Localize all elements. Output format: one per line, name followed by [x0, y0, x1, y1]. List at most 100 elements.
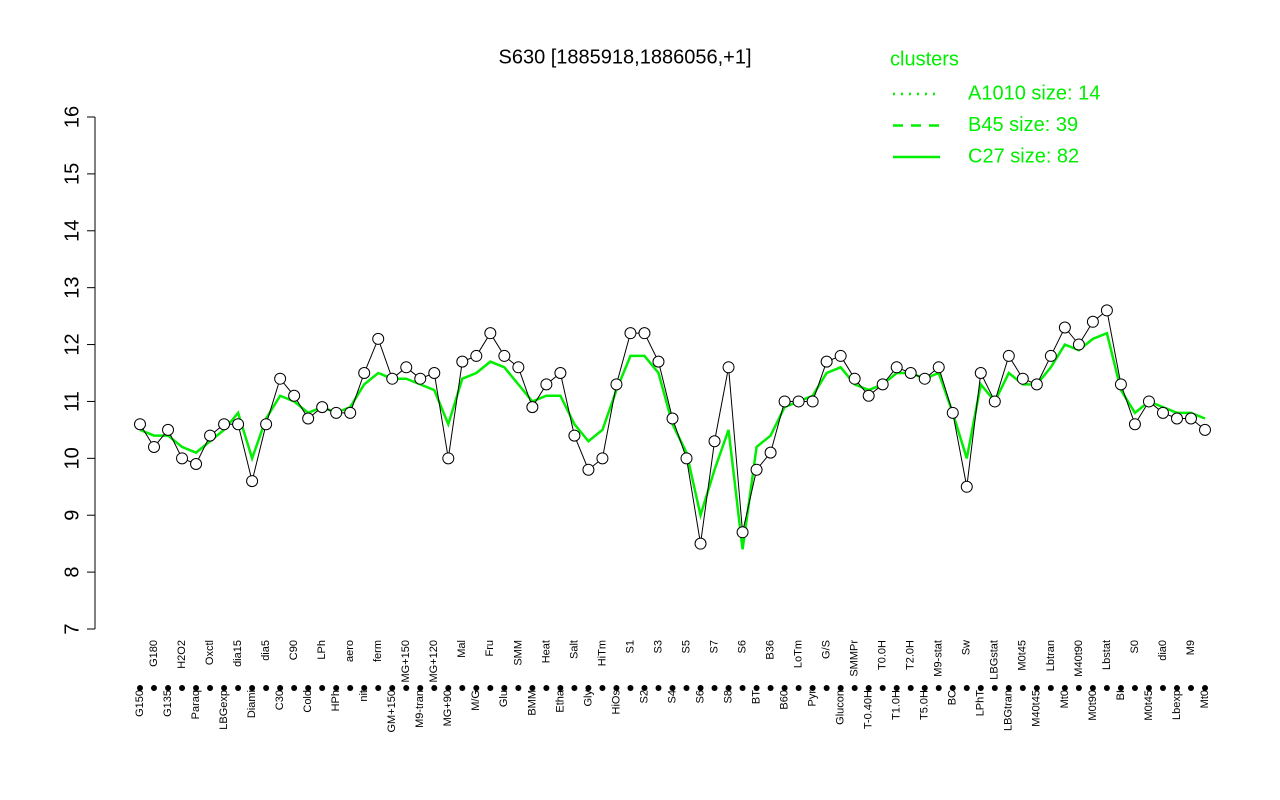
point	[932, 361, 945, 374]
x-tick-label: M0t45	[1143, 690, 1155, 721]
point	[232, 418, 245, 431]
point	[512, 361, 525, 374]
point	[946, 406, 959, 419]
x-marker	[781, 685, 788, 691]
point	[288, 389, 301, 402]
y-tick-label: 7	[61, 623, 83, 634]
point	[876, 378, 889, 391]
x-tick-label: LoTm	[793, 640, 805, 668]
point	[750, 463, 763, 476]
x-marker	[193, 685, 200, 691]
x-tick-label: Pyr	[807, 690, 819, 707]
point	[330, 406, 343, 419]
point	[764, 446, 777, 459]
x-marker	[963, 685, 970, 691]
x-tick-label: LBGexp	[218, 690, 230, 730]
x-marker	[305, 685, 312, 691]
x-tick-label: dia15	[232, 640, 244, 667]
x-marker	[767, 685, 774, 691]
point	[498, 349, 511, 362]
x-marker	[1117, 685, 1124, 691]
x-marker	[697, 685, 704, 691]
point	[652, 355, 665, 368]
x-tick-label: Mal	[456, 640, 468, 658]
point	[974, 367, 987, 379]
x-tick-label: B36	[764, 640, 776, 660]
point	[358, 367, 371, 379]
x-marker	[1019, 685, 1026, 691]
x-tick-label: G180	[148, 640, 160, 667]
x-marker	[795, 685, 802, 691]
x-tick-label: Salt	[568, 640, 580, 659]
x-marker	[249, 685, 256, 691]
x-tick-label: M0t90	[1087, 690, 1099, 721]
cluster-line	[139, 331, 1206, 550]
x-marker	[263, 685, 270, 691]
point	[176, 452, 189, 465]
x-tick-label: T5.0H	[919, 690, 931, 720]
x-tick-label: M9	[1185, 640, 1197, 655]
x-tick-label: T1.0H	[891, 690, 903, 720]
point	[988, 395, 1001, 408]
x-tick-label: B60	[779, 690, 791, 710]
point	[470, 349, 483, 362]
x-marker	[1075, 685, 1082, 691]
point	[708, 435, 721, 448]
x-marker	[613, 685, 620, 691]
point	[246, 475, 259, 488]
point	[862, 389, 875, 402]
x-tick-label: M9-tran	[414, 690, 426, 728]
x-tick-label: T0.0H	[877, 640, 889, 670]
x-tick-label: BMM	[526, 690, 538, 716]
point	[204, 429, 217, 442]
y-tick-label: 12	[61, 333, 83, 355]
x-marker	[459, 685, 466, 691]
point	[1142, 395, 1155, 408]
y-tick-label: 14	[61, 220, 83, 242]
x-tick-label: M/G	[470, 690, 482, 711]
point	[1030, 378, 1043, 391]
point	[1058, 321, 1071, 334]
x-tick-label: S6	[736, 640, 748, 653]
x-marker	[935, 685, 942, 691]
x-marker	[543, 685, 550, 691]
point	[792, 395, 805, 408]
x-tick-label: Lbexp	[1171, 690, 1183, 720]
x-marker	[1033, 685, 1040, 691]
point	[344, 406, 357, 419]
x-tick-label: T-0.40H	[863, 690, 875, 729]
gene-line	[139, 309, 1206, 544]
x-marker	[221, 685, 228, 691]
legend-label: B45 size: 39	[968, 114, 1078, 136]
x-tick-label: MG+90	[442, 690, 454, 726]
x-marker	[725, 685, 732, 691]
x-tick-label: C30	[274, 690, 286, 710]
x-marker	[921, 685, 928, 691]
x-tick-label: LBGtran	[1003, 690, 1015, 731]
x-tick-label: Cold	[302, 690, 314, 713]
point	[484, 327, 497, 340]
x-marker	[711, 685, 718, 691]
point	[260, 418, 273, 431]
x-marker	[417, 685, 424, 691]
x-marker	[823, 685, 830, 691]
point	[428, 367, 441, 379]
point	[372, 332, 385, 345]
x-marker	[641, 685, 648, 691]
x-marker	[977, 685, 984, 691]
x-marker	[179, 685, 186, 691]
x-marker	[1089, 685, 1096, 691]
x-tick-label: dia5	[260, 640, 272, 661]
point	[540, 378, 553, 391]
point	[694, 537, 707, 550]
point	[638, 327, 651, 340]
x-tick-label: M40t90	[1073, 640, 1085, 677]
x-marker	[893, 685, 900, 691]
y-tick-label: 16	[61, 106, 83, 128]
point	[148, 440, 161, 453]
x-marker	[585, 685, 592, 691]
point	[1170, 412, 1183, 425]
x-tick-label: H2O2	[176, 640, 188, 669]
x-marker	[1202, 685, 1208, 691]
